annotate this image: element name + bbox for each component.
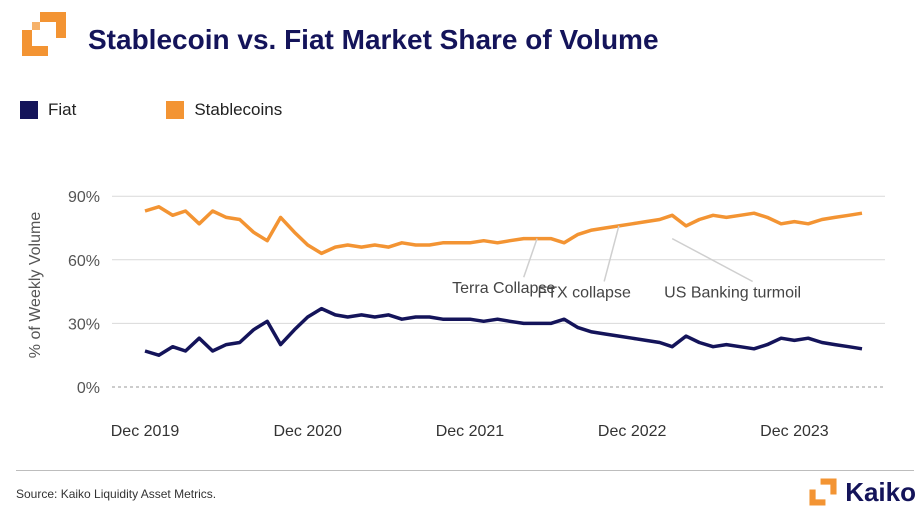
kaiko-brand: Kaiko <box>807 476 916 508</box>
line-chart: 0% 30% 60% 90% Dec 2019 Dec 2020 Dec 2021 Dec 2… <box>27 189 885 440</box>
annotation-label: FTX collapse <box>537 284 630 301</box>
legend-item-fiat: Fiat <box>20 100 76 120</box>
x-tick-label: Dec 2019 <box>111 423 180 440</box>
kaiko-logo-icon <box>22 12 66 56</box>
kaiko-brand-text: Kaiko <box>845 476 916 507</box>
y-tick-label: 90% <box>68 189 100 206</box>
y-tick-label: 0% <box>77 380 100 397</box>
chart-title: Stablecoin vs. Fiat Market Share of Volu… <box>88 24 659 55</box>
y-tick-label: 60% <box>68 253 100 270</box>
x-tick-label: Dec 2020 <box>273 423 342 440</box>
source-note: Source: Kaiko Liquidity Asset Metrics. <box>16 487 217 501</box>
y-tick-label: 30% <box>68 316 100 333</box>
chart-legend: Fiat Stablecoins <box>20 100 372 120</box>
annotation-label: Terra Collapse <box>452 280 555 297</box>
y-axis-title: % of Weekly Volume <box>27 212 44 359</box>
annotation-leader-1 <box>603 225 620 282</box>
legend-item-stablecoins: Stablecoins <box>166 100 282 120</box>
kaiko-brand-icon <box>809 478 837 506</box>
legend-label-fiat: Fiat <box>48 100 77 119</box>
footer-divider <box>16 470 914 471</box>
legend-swatch-fiat <box>20 101 38 119</box>
annotation-leader-0 <box>523 238 538 278</box>
x-tick-label: Dec 2022 <box>598 423 667 440</box>
x-tick-label: Dec 2023 <box>760 423 829 440</box>
annotation-label: US Banking turmoil <box>664 284 801 301</box>
x-tick-label: Dec 2021 <box>436 423 505 440</box>
series-line-fiat <box>144 306 863 357</box>
legend-swatch-stablecoins <box>166 101 185 119</box>
annotation-leader-2 <box>671 237 753 283</box>
legend-label-stablecoins: Stablecoins <box>194 100 283 119</box>
series-line-stablecoins <box>144 205 863 256</box>
